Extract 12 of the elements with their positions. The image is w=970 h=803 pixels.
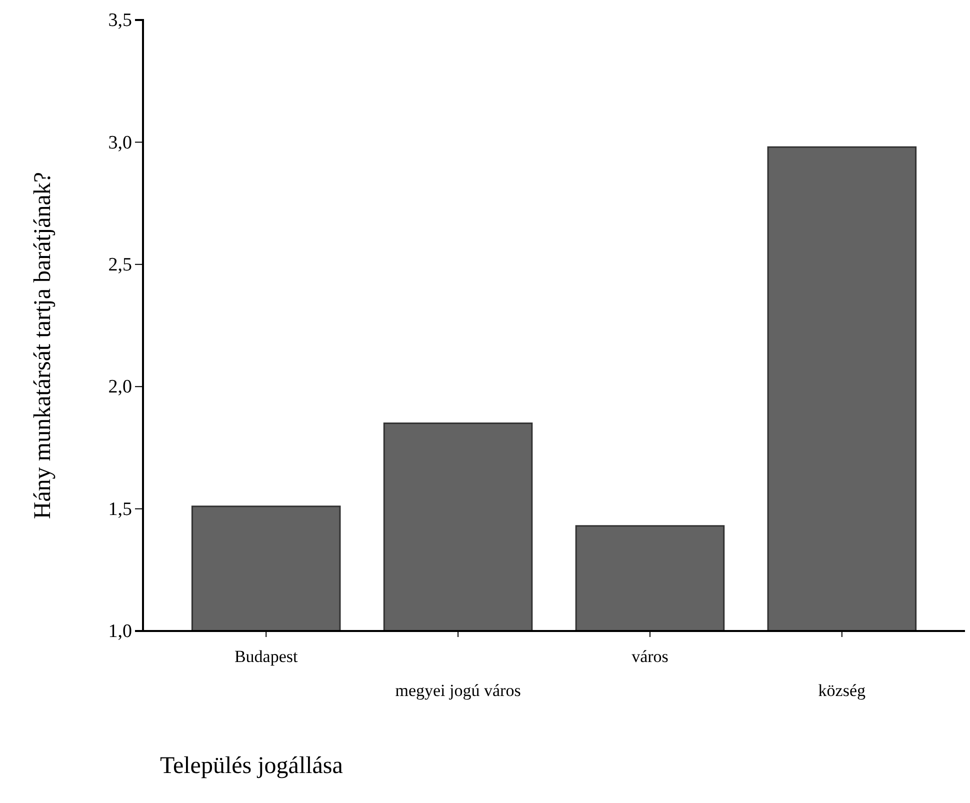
x-tick-label: város <box>632 647 668 666</box>
y-tick-label: 2,0 <box>108 376 132 398</box>
y-tick-label: 1,0 <box>108 621 132 642</box>
y-tick-label: 2,5 <box>108 254 132 276</box>
x-tick-label: község <box>818 681 866 700</box>
x-tick-label: megyei jogú város <box>395 681 521 700</box>
y-axis-title: Hány munkatársát tartja barátjának? <box>30 172 56 520</box>
x-tick-label: Budapest <box>234 647 298 666</box>
x-axis-title: Település jogállása <box>160 753 344 779</box>
y-tick-label: 3,0 <box>108 132 132 154</box>
y-tick-label: 1,5 <box>108 498 132 520</box>
y-tick-label: 3,5 <box>108 10 132 32</box>
